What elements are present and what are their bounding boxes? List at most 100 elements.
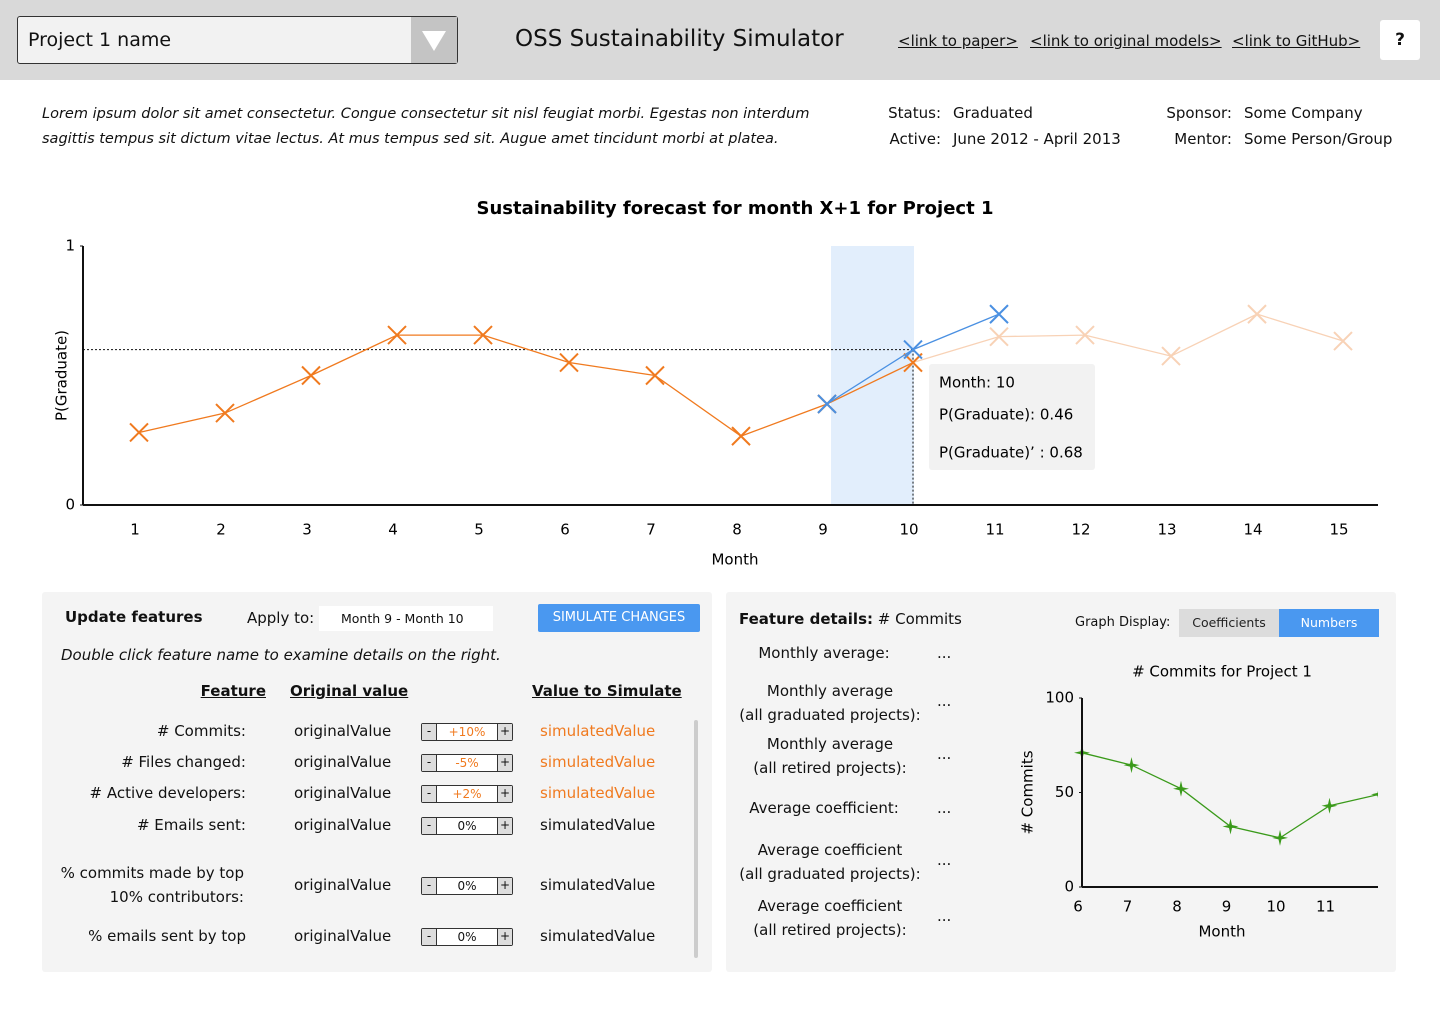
chart-title: Sustainability forecast for month X+1 fo… bbox=[477, 198, 994, 219]
feature-name[interactable]: % commits made by top bbox=[60, 864, 244, 882]
stepper-button[interactable]: + bbox=[497, 724, 512, 740]
series-line bbox=[826, 313, 1000, 405]
y-tick-label: 0 bbox=[65, 496, 75, 514]
project-select[interactable]: Project 1 name bbox=[17, 16, 458, 64]
stepper-button[interactable]: - bbox=[422, 755, 437, 771]
detail-label: (all retired projects): bbox=[753, 921, 907, 939]
apply-label: Apply to: bbox=[247, 609, 315, 627]
x-tick-label: 15 bbox=[1329, 521, 1348, 539]
details-label: Feature details: bbox=[739, 610, 873, 628]
point-marker bbox=[1247, 304, 1267, 324]
detail-value: ... bbox=[937, 644, 952, 662]
hint: Double click feature name to examine det… bbox=[61, 646, 501, 664]
point-marker bbox=[817, 394, 837, 414]
link[interactable]: <link to paper> bbox=[898, 32, 1018, 50]
stepper-button[interactable]: + bbox=[497, 786, 512, 802]
x-tick-label: 6 bbox=[560, 521, 570, 539]
simulated-value: simulatedValue bbox=[540, 722, 656, 740]
feature-name[interactable]: 10% contributors: bbox=[109, 888, 244, 906]
detail-value: ... bbox=[937, 907, 952, 925]
point-marker bbox=[989, 304, 1009, 324]
feature-name[interactable]: # Files changed: bbox=[121, 753, 246, 771]
feature-list[interactable]: # Commits: originalValue +10% - + simulatedVa… bbox=[42, 716, 692, 952]
help-button[interactable]: ? bbox=[1380, 20, 1420, 60]
stepper-button[interactable]: + bbox=[497, 755, 512, 771]
details-feature: # Commits bbox=[877, 610, 962, 628]
tooltip-line: P(Graduate)’ : 0.68 bbox=[939, 444, 1083, 462]
simulated-value: simulatedValue bbox=[540, 927, 656, 945]
detail-label: Average coefficient bbox=[757, 841, 903, 859]
point-marker bbox=[301, 365, 321, 386]
stepper[interactable]: +10% - + bbox=[421, 723, 513, 741]
point-marker bbox=[903, 352, 923, 373]
point-marker bbox=[817, 394, 837, 414]
simulate-button[interactable]: SIMULATE CHANGES bbox=[538, 604, 700, 632]
stepper[interactable]: 0% - + bbox=[421, 928, 513, 946]
project-select-text: Project 1 name bbox=[28, 29, 172, 51]
point-marker bbox=[645, 365, 665, 386]
detail-label: Monthly average: bbox=[758, 644, 890, 662]
detail-value: ... bbox=[937, 851, 952, 869]
panel-title: Update features bbox=[65, 608, 203, 626]
series-line bbox=[138, 334, 914, 437]
simulated-value: simulatedValue bbox=[540, 816, 656, 834]
original-value: originalValue bbox=[294, 876, 392, 894]
toggle-option[interactable]: Numbers bbox=[1279, 609, 1379, 637]
x-tick-label: 14 bbox=[1243, 521, 1262, 539]
detail-label: Average coefficient bbox=[757, 897, 903, 915]
stepper-button[interactable]: - bbox=[422, 929, 437, 945]
stepper-button[interactable]: - bbox=[422, 724, 437, 740]
y-axis-label: P(Graduate) bbox=[53, 330, 71, 421]
toggle-option[interactable]: Coefficients bbox=[1179, 609, 1279, 637]
field-value: Some Company bbox=[1244, 104, 1363, 122]
stepper-button[interactable]: - bbox=[422, 786, 437, 802]
dropdown-arrow[interactable] bbox=[411, 17, 457, 63]
original-value: originalValue bbox=[294, 927, 392, 945]
x-tick-label: 3 bbox=[302, 521, 312, 539]
x-tick-label: 9 bbox=[818, 521, 828, 539]
stepper[interactable]: +2% - + bbox=[421, 785, 513, 803]
stepper-button[interactable]: + bbox=[497, 878, 512, 894]
scrollbar[interactable] bbox=[694, 720, 698, 958]
stepper[interactable]: 0% - + bbox=[421, 817, 513, 835]
detail-label: (all retired projects): bbox=[753, 759, 907, 777]
point-marker bbox=[1075, 325, 1095, 345]
apply-input[interactable]: Month 9 - Month 10 bbox=[319, 606, 493, 631]
point-marker bbox=[387, 325, 407, 345]
update-features-panel: Update features Apply to: Month 9 - Mont… bbox=[42, 592, 712, 972]
feature-name[interactable]: # Active developers: bbox=[89, 784, 247, 802]
point-marker bbox=[903, 339, 923, 360]
stepper[interactable]: 0% - + bbox=[421, 877, 513, 895]
detail-label: Average coefficient: bbox=[749, 799, 899, 817]
stepper-button[interactable]: + bbox=[497, 818, 512, 834]
detail-label: Monthly average bbox=[766, 735, 894, 753]
graph-display-label: Graph Display: bbox=[1075, 615, 1171, 630]
stepper[interactable]: -5% - + bbox=[421, 754, 513, 772]
x-tick-label: 12 bbox=[1071, 521, 1090, 539]
point-marker bbox=[559, 352, 579, 373]
column-header: Original value bbox=[290, 682, 409, 700]
x-tick-label: 4 bbox=[388, 521, 398, 539]
x-tick-label: 10 bbox=[899, 521, 918, 539]
stepper-button[interactable]: + bbox=[497, 929, 512, 945]
link[interactable]: <link to GitHub> bbox=[1232, 32, 1361, 50]
feature-name[interactable]: % emails sent by top bbox=[88, 927, 246, 945]
original-value: originalValue bbox=[294, 816, 392, 834]
stepper-button[interactable]: - bbox=[422, 818, 437, 834]
point-marker bbox=[989, 326, 1009, 347]
link[interactable]: <link to original models> bbox=[1030, 32, 1222, 50]
x-tick-label: 13 bbox=[1157, 521, 1176, 539]
tooltip: Month: 10 P(Graduate): 0.46 P(Graduate)’ :… bbox=[929, 364, 1095, 470]
point-marker bbox=[731, 426, 751, 446]
stepper-button[interactable]: - bbox=[422, 878, 437, 894]
field-value: Some Person/Group bbox=[1244, 130, 1393, 148]
original-value: originalValue bbox=[294, 722, 392, 740]
original-value: originalValue bbox=[294, 753, 392, 771]
stepper-value: -5% bbox=[455, 756, 479, 770]
feature-name[interactable]: # Emails sent: bbox=[136, 816, 246, 834]
y-tick-label: 1 bbox=[65, 237, 75, 255]
field-value: June 2012 - April 2013 bbox=[953, 130, 1121, 148]
x-tick-label: 2 bbox=[216, 521, 226, 539]
feature-name[interactable]: # Commits: bbox=[156, 722, 246, 740]
detail-value: ... bbox=[937, 692, 952, 710]
